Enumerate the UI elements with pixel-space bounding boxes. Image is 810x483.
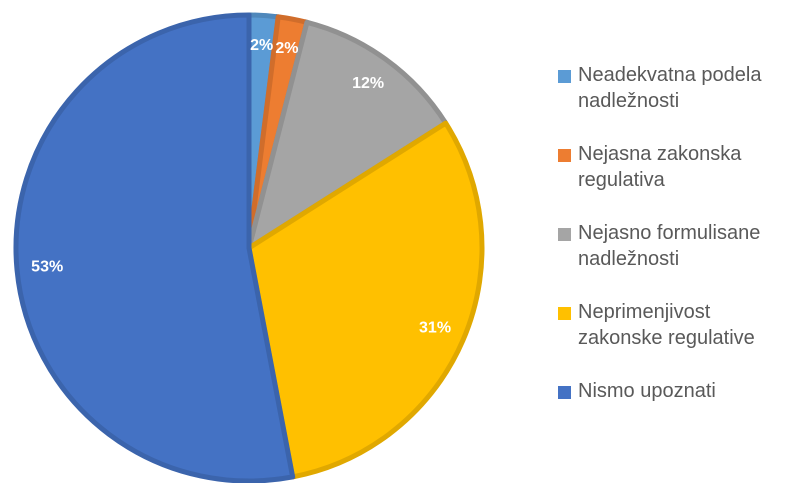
legend: Neadekvatna podela nadležnosti Nejasna za… bbox=[558, 62, 798, 431]
legend-swatch bbox=[558, 70, 571, 83]
data-label: 2% bbox=[275, 40, 298, 57]
data-label: 53% bbox=[31, 258, 63, 275]
legend-item: Neadekvatna podela nadležnosti bbox=[558, 62, 798, 114]
slice-edge bbox=[13, 12, 296, 483]
legend-label: Neadekvatna podela nadležnosti bbox=[578, 64, 762, 112]
legend-label: Nejasna zakonska regulativa bbox=[578, 143, 742, 191]
legend-swatch bbox=[558, 228, 571, 241]
pie-slice bbox=[13, 12, 296, 483]
legend-swatch bbox=[558, 386, 571, 399]
legend-item: Nejasna zakonska regulativa bbox=[558, 141, 798, 193]
legend-label: Neprimenjivost zakonske regulative bbox=[578, 301, 755, 349]
legend-item: Neprimenjivost zakonske regulative bbox=[558, 299, 798, 351]
pie-slice bbox=[246, 19, 449, 251]
data-label: 31% bbox=[419, 320, 451, 337]
data-label: 2% bbox=[250, 37, 273, 54]
legend-label: Nismo upoznati bbox=[578, 380, 716, 402]
legend-item: Nejasno formulisane nadležnosti bbox=[558, 220, 798, 272]
slice-edge bbox=[246, 119, 485, 480]
legend-swatch bbox=[558, 149, 571, 162]
legend-label: Nejasno formulisane nadležnosti bbox=[578, 222, 761, 270]
pie-slice bbox=[246, 120, 485, 480]
legend-item: Nismo upoznati bbox=[558, 378, 798, 404]
legend-swatch bbox=[558, 307, 571, 320]
data-label: 12% bbox=[352, 75, 384, 92]
slice-edge bbox=[245, 19, 450, 254]
